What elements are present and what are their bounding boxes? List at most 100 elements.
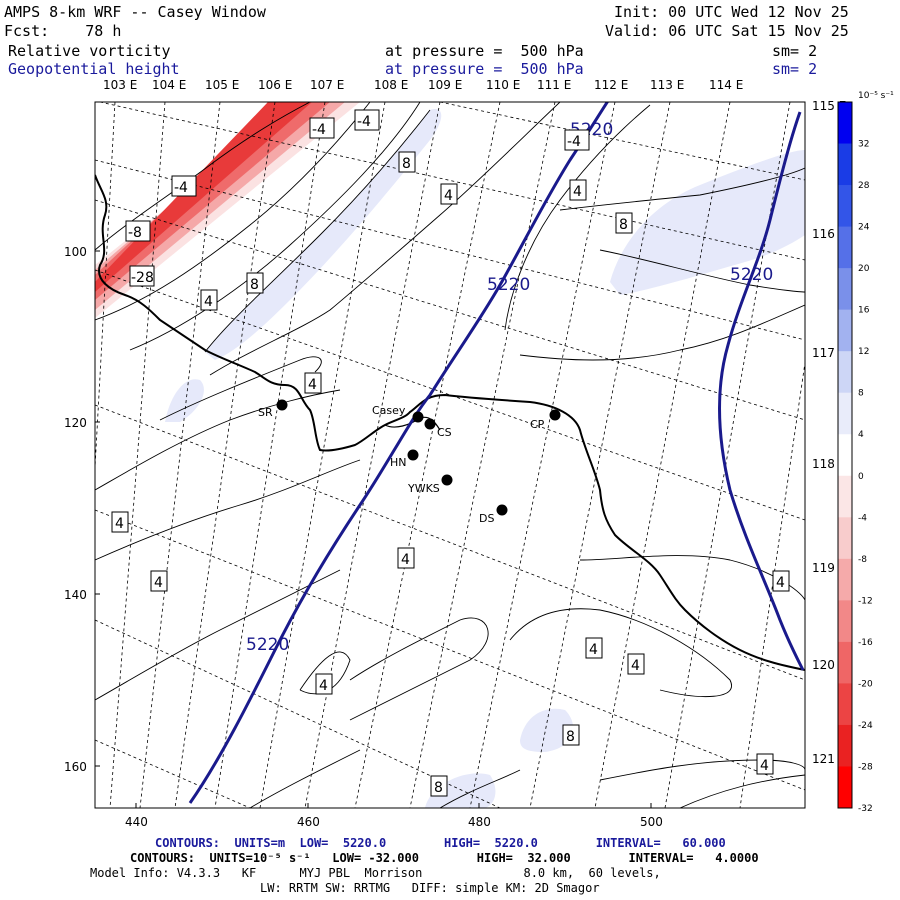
vort-label: -4 <box>309 117 335 139</box>
colorbar-swatch <box>838 724 852 767</box>
svg-text:-8: -8 <box>128 225 142 241</box>
colorbar-swatch <box>838 226 852 269</box>
vorticity-contour-info: CONTOURS: UNITS=10⁻⁵ s⁻¹ LOW= -32.000 HI… <box>130 851 759 865</box>
vort-label: 4 <box>756 753 774 775</box>
colorbar: 32 28 24 20 16 12 8 4 0 -4 -8 -12 -16 -20 -24 -28 -32 <box>837 101 873 814</box>
field2-level: at pressure = 500 hPa <box>385 60 584 78</box>
lon-label-top: 107 E <box>310 78 344 92</box>
colorbar-label: -4 <box>858 513 867 523</box>
vort-label: 4 <box>627 653 645 675</box>
svg-text:8: 8 <box>566 729 575 745</box>
model-info: Model Info: V4.3.3 KF MYJ PBL Morrison 8… <box>90 866 661 880</box>
lon-label-top: 105 E <box>205 78 239 92</box>
svg-text:-4: -4 <box>567 134 581 150</box>
vorticity-labels: 8 4 4 8 8 4 4 4 4 4 4 4 4 4 8 4 8 -4 -4 … <box>111 109 790 797</box>
vort-label: 4 <box>440 183 458 205</box>
colorbar-swatch <box>838 517 852 560</box>
svg-text:8: 8 <box>250 277 259 293</box>
colorbar-swatch <box>838 641 852 684</box>
coastline <box>95 174 805 671</box>
lon-label-top: 112 E <box>594 78 628 92</box>
lon-label-top: 103 E <box>103 78 137 92</box>
svg-text:8: 8 <box>619 217 628 233</box>
vort-label: -28 <box>129 265 155 287</box>
station-labels: SR Casey CS CP HN YWKS DS <box>258 404 545 525</box>
x-tick-label: 480 <box>468 815 491 829</box>
y-tick-label: 160 <box>64 760 87 774</box>
svg-text:4: 4 <box>631 658 640 674</box>
height-contour-info: CONTOURS: UNITS=m LOW= 5220.0 HIGH= 5220… <box>155 836 726 850</box>
colorbar-label: 8 <box>858 389 864 399</box>
vort-label: 8 <box>246 272 264 294</box>
colorbar-label: -24 <box>858 721 873 731</box>
station-label-cs: CS <box>437 426 452 439</box>
vort-label: 4 <box>200 289 218 311</box>
vort-label: 8 <box>398 151 416 173</box>
svg-text:4: 4 <box>573 184 582 200</box>
svg-text:4: 4 <box>204 294 213 310</box>
lon-label-top: 113 E <box>650 78 684 92</box>
colorbar-units: 10⁻⁵ s⁻¹ <box>858 91 894 101</box>
x-tick-label: 460 <box>297 815 320 829</box>
vort-label: 4 <box>772 570 790 592</box>
colorbar-label: 12 <box>858 347 869 357</box>
top-longitude-labels: 103 E 104 E 105 E 106 E 107 E 108 E 109 E 110 E… <box>103 78 743 92</box>
station-label-hn: HN <box>390 456 407 469</box>
vort-label: 4 <box>569 179 587 201</box>
lon-label-top: 110 E <box>486 78 520 92</box>
vort-label: 4 <box>111 511 129 533</box>
svg-text:4: 4 <box>589 642 598 658</box>
colorbar-swatch <box>838 434 852 477</box>
lon-label-top: 111 E <box>537 78 571 92</box>
colorbar-swatch <box>838 766 852 809</box>
colorbar-swatch <box>838 351 852 394</box>
negative-vorticity-band <box>95 102 360 318</box>
colorbar-frame <box>837 101 853 809</box>
svg-text:8: 8 <box>434 780 443 796</box>
x-axis-ticks: 440 460 480 500 <box>125 803 663 829</box>
x-tick-label: 440 <box>125 815 148 829</box>
colorbar-label: 20 <box>858 264 870 274</box>
colorbar-swatch <box>838 309 852 352</box>
plot-title: AMPS 8-km WRF -- Casey Window <box>4 3 266 21</box>
svg-text:-4: -4 <box>312 122 326 138</box>
svg-text:4: 4 <box>154 575 163 591</box>
vort-label: 4 <box>304 372 322 394</box>
lon-label-top: 114 E <box>709 78 743 92</box>
height-label: 5220 <box>730 265 773 285</box>
field1-name: Relative vorticity <box>8 42 171 60</box>
svg-text:4: 4 <box>444 188 453 204</box>
svg-text:-4: -4 <box>357 114 371 130</box>
svg-text:8: 8 <box>402 156 411 172</box>
plot-frame <box>94 101 806 809</box>
svg-text:4: 4 <box>319 678 328 694</box>
x-tick-label: 500 <box>640 815 663 829</box>
init-time: Init: 00 UTC Wed 12 Nov 25 <box>614 3 849 21</box>
forecast-hour: Fcst: 78 h <box>4 22 122 40</box>
vort-label: -4 <box>354 109 380 131</box>
y-tick-label: 100 <box>64 245 87 259</box>
vort-label: -4 <box>564 129 590 151</box>
svg-text:4: 4 <box>760 758 769 774</box>
svg-text:4: 4 <box>115 516 124 532</box>
colorbar-label: 0 <box>858 472 864 482</box>
station-label-sr: SR <box>258 406 273 419</box>
vort-label: 4 <box>150 570 168 592</box>
colorbar-label: -28 <box>858 762 873 772</box>
station-label-cp: CP <box>530 418 545 431</box>
lon-label-top: 108 E <box>374 78 408 92</box>
colorbar-swatch <box>838 268 852 311</box>
colorbar-swatch <box>838 683 852 726</box>
station-label-ywks: YWKS <box>407 482 440 495</box>
vort-label: -4 <box>171 175 197 197</box>
colorbar-label: -20 <box>858 679 873 689</box>
station-label-casey: Casey <box>372 404 406 417</box>
lon-label-top: 104 E <box>152 78 186 92</box>
colorbar-swatch <box>838 143 852 186</box>
field1-smoothing: sm= 2 <box>772 42 818 60</box>
height-contour-labels: 5220 5220 5220 5220 <box>246 120 773 655</box>
colorbar-label: 4 <box>858 430 864 440</box>
colorbar-label: -32 <box>858 804 873 814</box>
colorbar-label: 16 <box>858 306 870 316</box>
colorbar-label: -8 <box>858 555 867 565</box>
